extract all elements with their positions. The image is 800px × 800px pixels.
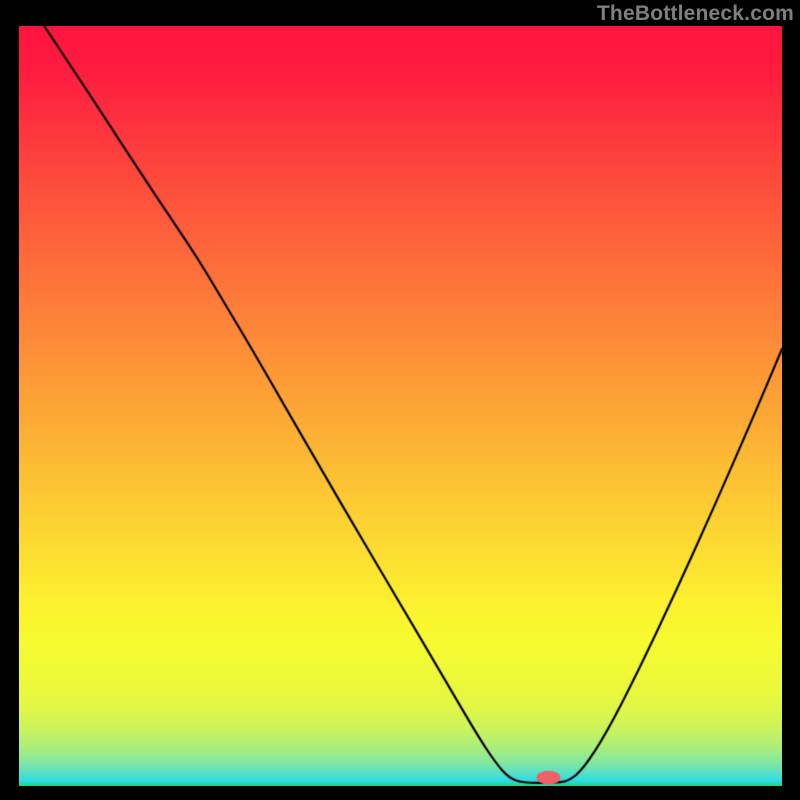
border-bottom	[0, 786, 800, 800]
bottleneck-curve	[19, 26, 782, 786]
border-left	[0, 0, 19, 800]
border-right	[782, 0, 800, 800]
attribution-text: TheBottleneck.com	[597, 2, 794, 26]
chart-container: TheBottleneck.com	[0, 0, 800, 800]
